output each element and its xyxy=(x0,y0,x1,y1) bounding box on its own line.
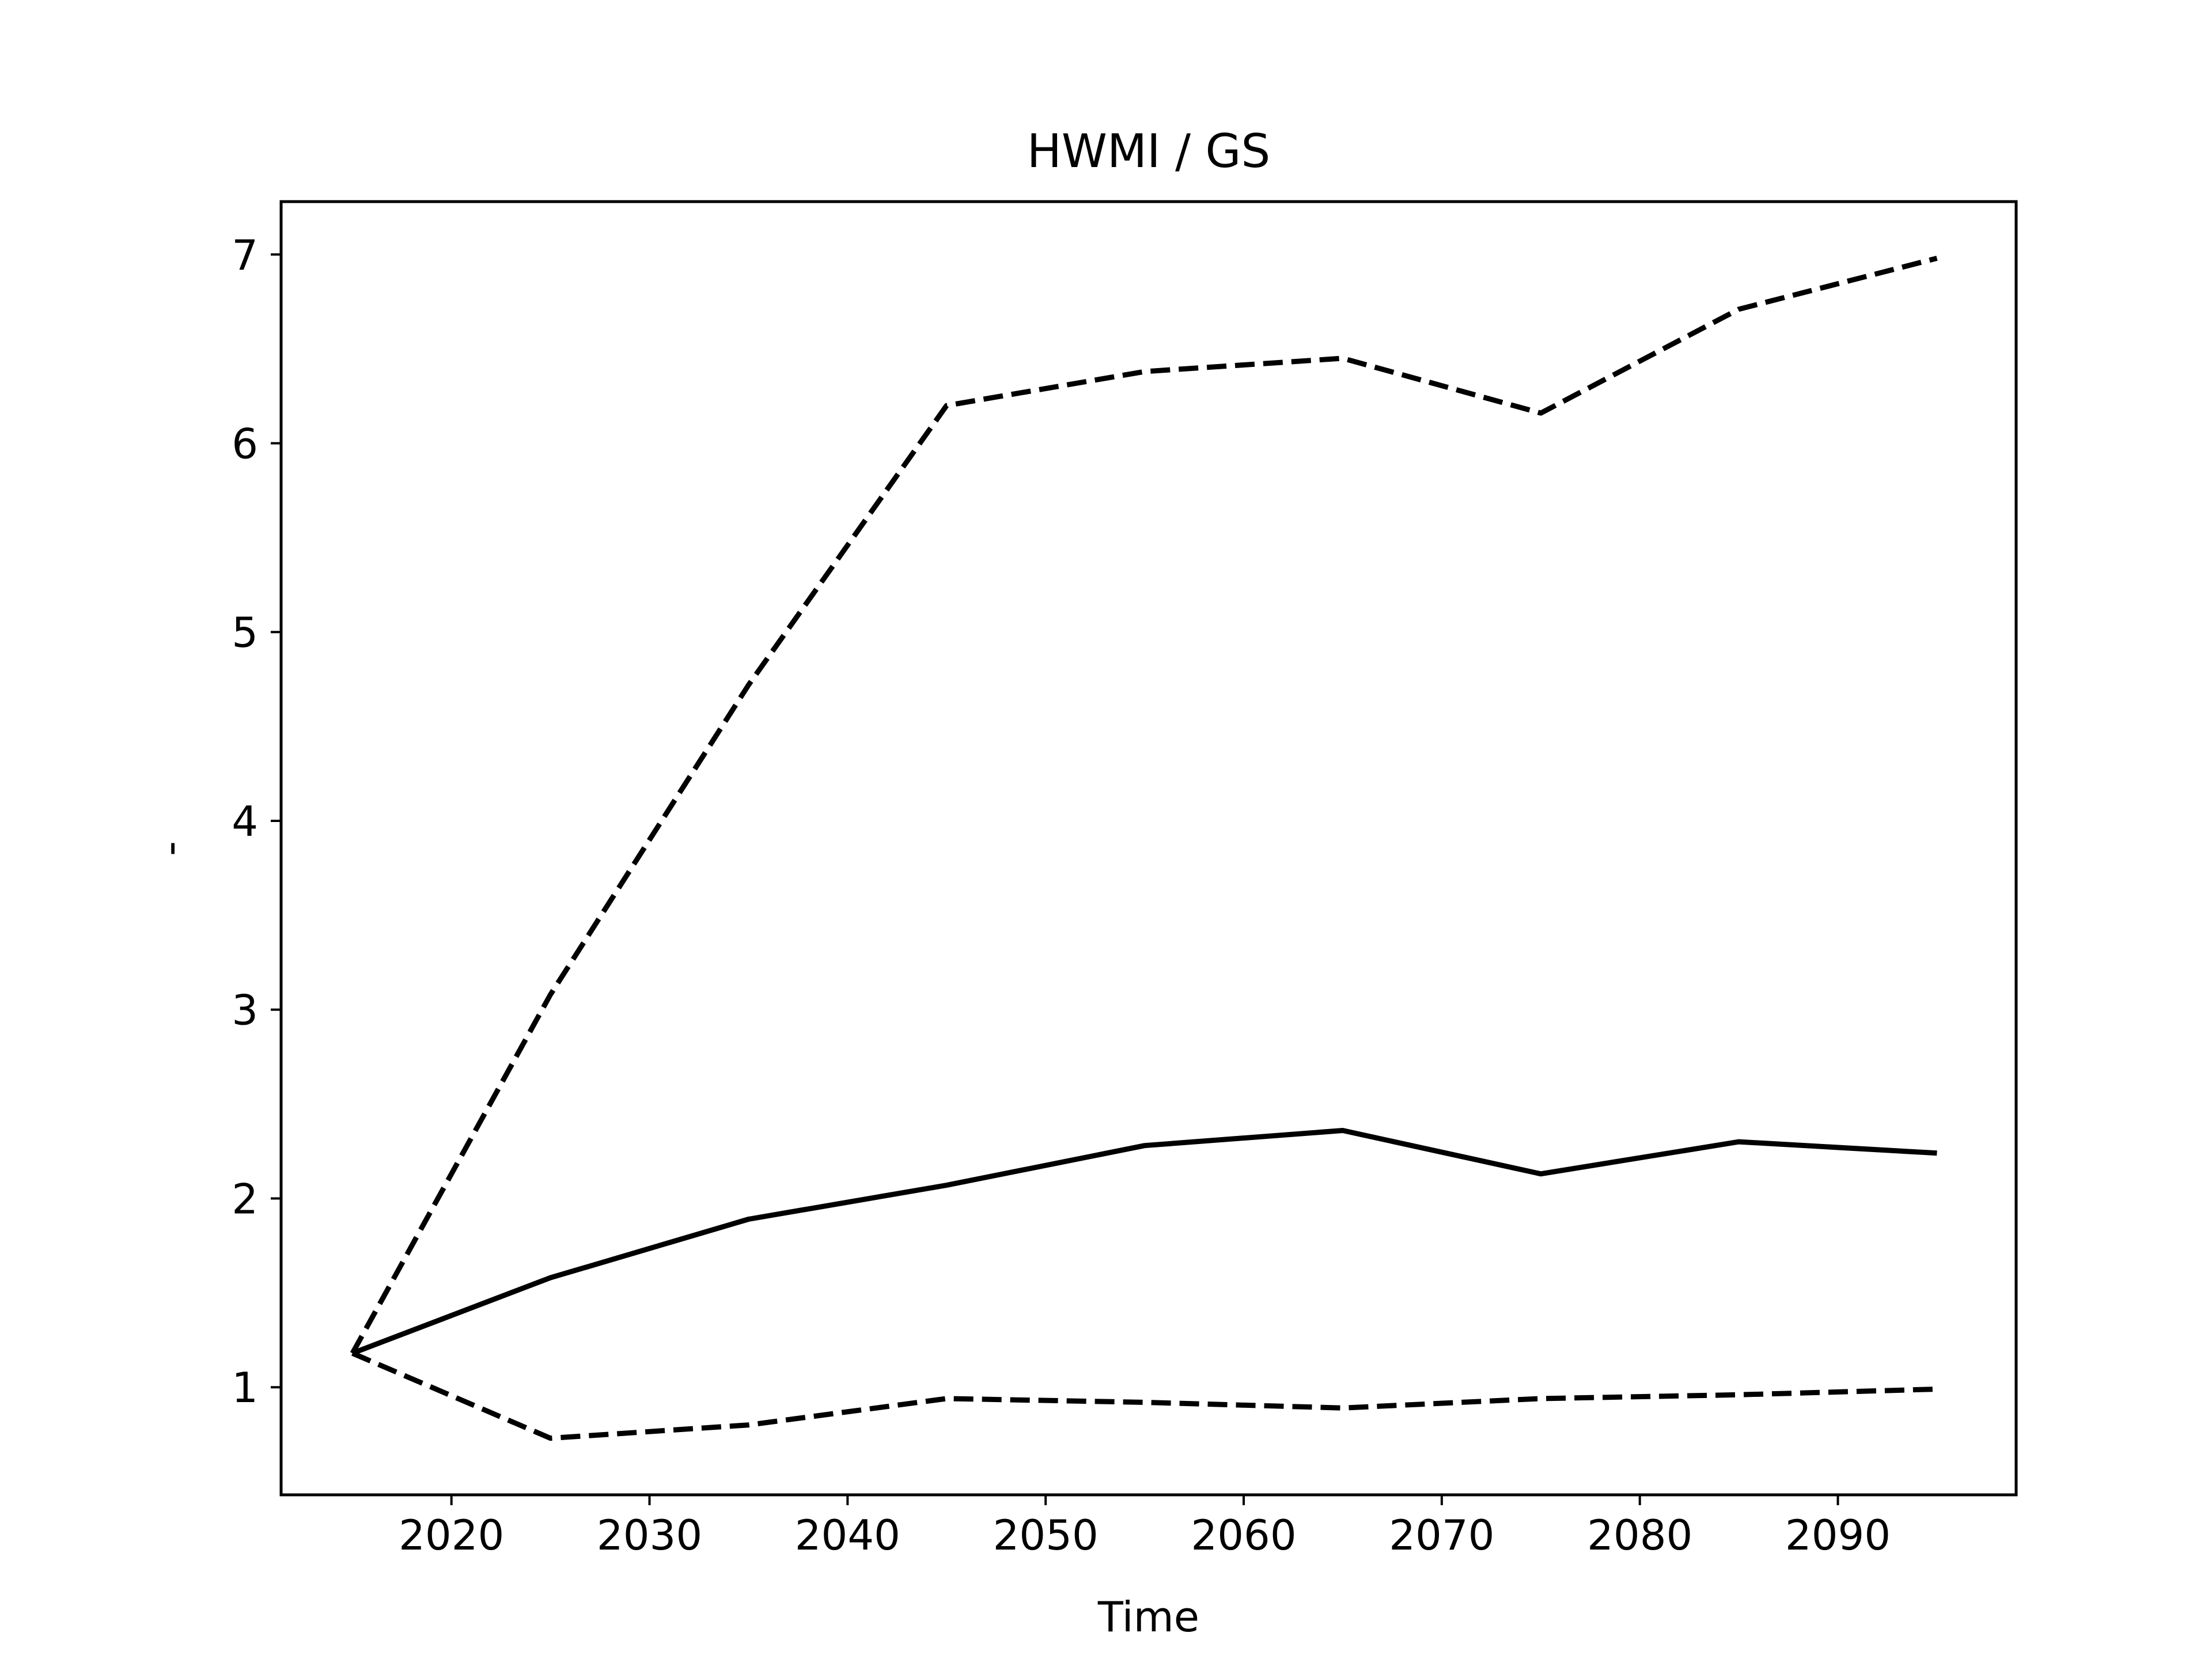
y-tick-label: 3 xyxy=(232,986,258,1035)
x-tick-label: 2090 xyxy=(1785,1511,1891,1559)
x-tick-label: 2030 xyxy=(597,1511,702,1559)
y-tick-label: 7 xyxy=(232,231,258,279)
y-tick-label: 5 xyxy=(232,608,258,657)
x-axis-label: Time xyxy=(1097,1593,1199,1641)
x-tick-label: 2040 xyxy=(795,1511,900,1559)
x-tick-label: 2070 xyxy=(1389,1511,1494,1559)
series-layer xyxy=(350,255,1938,1441)
chart-title: HWMI / GS xyxy=(1027,124,1270,178)
x-tick-label: 2050 xyxy=(993,1511,1099,1559)
x-tick-label: 2080 xyxy=(1587,1511,1692,1559)
y-tick-label: 4 xyxy=(232,797,258,846)
plot-area-frame xyxy=(279,200,2018,1497)
x-tick-label: 2060 xyxy=(1191,1511,1296,1559)
y-tick-label: 2 xyxy=(232,1175,258,1223)
y-tick-label: 6 xyxy=(232,420,258,468)
series-line-dashed-1 xyxy=(350,255,1938,1355)
series-line-dashed-3 xyxy=(351,1351,1937,1441)
y-axis-label: - xyxy=(146,841,194,856)
y-tick-label: 1 xyxy=(232,1363,258,1412)
x-axis-ticks: 2020 2030 2040 2050 2060 2070 2080 2090 xyxy=(399,1495,1891,1559)
x-tick-label: 2020 xyxy=(399,1511,504,1559)
y-axis-ticks: 1 2 3 4 5 6 7 xyxy=(232,231,281,1412)
series-line-solid xyxy=(351,1128,1937,1356)
